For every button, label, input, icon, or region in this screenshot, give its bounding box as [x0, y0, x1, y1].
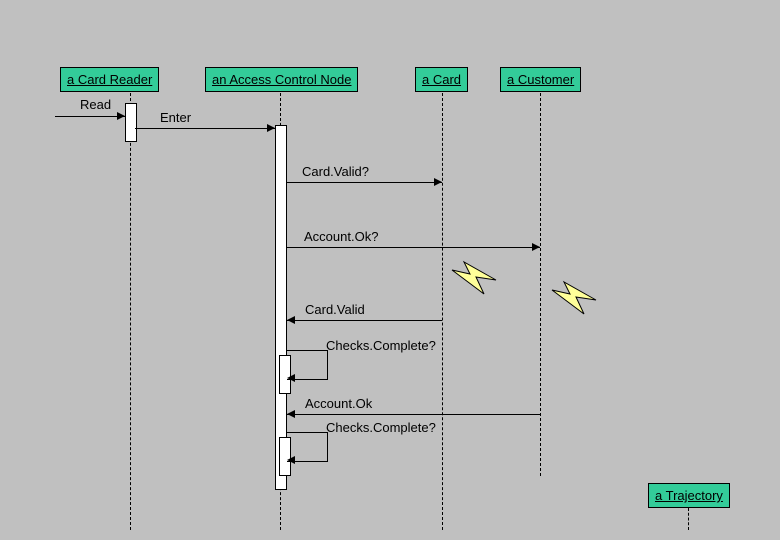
message-line-5: [287, 414, 540, 415]
arrow-0: [117, 112, 125, 120]
bolt-icon-0: [450, 260, 498, 301]
participant-customer: a Customer: [500, 67, 581, 92]
arrow-3: [532, 243, 540, 251]
activation-1: [275, 125, 287, 490]
message-line-2: [287, 182, 442, 183]
self-arrow-1: [287, 456, 295, 464]
activation-0: [125, 103, 137, 142]
lifeline-cardreader: [130, 93, 131, 530]
participant-card: a Card: [415, 67, 468, 92]
message-label-5: Account.Ok: [305, 396, 372, 411]
message-line-4: [287, 320, 442, 321]
lifeline-trajectory: [688, 508, 689, 530]
self-arrow-0: [287, 374, 295, 382]
lifeline-card: [442, 93, 443, 530]
self-message-label-0: Checks.Complete?: [326, 338, 436, 353]
message-line-1: [135, 128, 275, 129]
arrow-4: [287, 316, 295, 324]
arrow-1: [267, 124, 275, 132]
lifeline-customer: [540, 93, 541, 476]
message-line-0: [55, 116, 125, 117]
message-label-2: Card.Valid?: [302, 164, 369, 179]
participant-cardreader: a Card Reader: [60, 67, 159, 92]
message-label-4: Card.Valid: [305, 302, 365, 317]
message-line-3: [287, 247, 540, 248]
participant-trajectory: a Trajectory: [648, 483, 730, 508]
message-label-1: Enter: [160, 110, 191, 125]
arrow-5: [287, 410, 295, 418]
arrow-2: [434, 178, 442, 186]
message-label-0: Read: [80, 97, 111, 112]
bolt-icon-1: [550, 280, 598, 321]
message-label-3: Account.Ok?: [304, 229, 378, 244]
participant-acnode: an Access Control Node: [205, 67, 358, 92]
self-message-label-1: Checks.Complete?: [326, 420, 436, 435]
